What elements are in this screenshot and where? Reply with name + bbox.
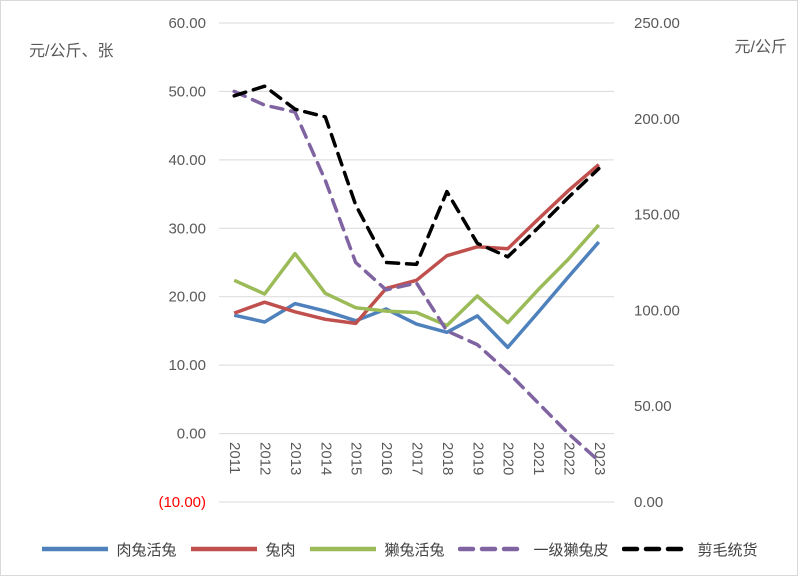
series-line-4 bbox=[232, 84, 601, 267]
x-axis-year-label: 2011 bbox=[226, 442, 243, 474]
left-axis-tick-label: 60.00 bbox=[168, 15, 206, 32]
x-axis-year-label: 2013 bbox=[287, 442, 304, 475]
legend-line-sample bbox=[310, 546, 377, 552]
right-axis-tick-label: 50.00 bbox=[634, 398, 672, 415]
x-axis-year-label: 2021 bbox=[530, 442, 547, 475]
x-axis-year-label: 2016 bbox=[378, 442, 395, 475]
right-axis-tick-label: 100.00 bbox=[634, 302, 680, 319]
legend-label-1: 兔肉 bbox=[265, 541, 296, 559]
legend-line-sample bbox=[621, 546, 692, 552]
x-axis-year-label: 2012 bbox=[257, 442, 274, 475]
legend-item-0: 肉兔活兔 bbox=[40, 539, 176, 560]
series-line-2 bbox=[233, 223, 601, 328]
chart-legend: 肉兔活兔 兔肉 獭兔活兔 一级獭兔皮 剪毛统货 bbox=[1, 533, 797, 565]
legend-line-sample bbox=[191, 546, 258, 552]
x-axis-year-label: 2020 bbox=[500, 442, 517, 475]
right-axis-tick-label: 0.00 bbox=[634, 494, 663, 511]
left-axis-tick-label: (10.00) bbox=[158, 494, 206, 511]
x-axis-year-label: 2015 bbox=[348, 442, 365, 475]
left-axis-tick-label: 10.00 bbox=[168, 357, 206, 374]
legend-label-3: 一级獭兔皮 bbox=[533, 541, 609, 559]
legend-item-4: 剪毛统货 bbox=[621, 539, 758, 560]
right-axis-title: 元/公斤 bbox=[734, 39, 787, 56]
x-axis-year-label: 2022 bbox=[560, 442, 577, 475]
x-axis-year-label: 2014 bbox=[317, 442, 334, 475]
legend-line-sample bbox=[42, 546, 109, 552]
x-axis-year-label: 2018 bbox=[439, 442, 456, 475]
legend-item-3: 一级獭兔皮 bbox=[457, 539, 609, 560]
series-line-3 bbox=[232, 89, 601, 463]
legend-item-1: 兔肉 bbox=[189, 539, 295, 560]
legend-line-sample bbox=[457, 546, 528, 552]
left-axis-tick-label: 30.00 bbox=[168, 220, 206, 237]
series-line-1 bbox=[233, 163, 600, 326]
right-axis-tick-label: 200.00 bbox=[634, 111, 680, 128]
left-axis-tick-label: 0.00 bbox=[177, 426, 206, 443]
legend-label-0: 肉兔活兔 bbox=[116, 541, 177, 559]
x-axis-year-label: 2023 bbox=[591, 442, 608, 475]
left-axis-tick-label: 40.00 bbox=[168, 152, 206, 169]
right-axis-tick-label: 250.00 bbox=[634, 15, 680, 32]
x-axis-year-label: 2017 bbox=[409, 442, 426, 475]
legend-label-2: 獭兔活兔 bbox=[384, 541, 445, 559]
left-axis-title: 元/公斤、张 bbox=[29, 43, 114, 60]
left-axis-tick-label: 50.00 bbox=[168, 83, 206, 100]
legend-label-4: 剪毛统货 bbox=[697, 541, 758, 559]
left-axis-tick-label: 20.00 bbox=[168, 289, 206, 306]
right-axis-tick-label: 150.00 bbox=[634, 207, 680, 224]
x-axis-year-label: 2019 bbox=[469, 442, 486, 475]
legend-item-2: 獭兔活兔 bbox=[308, 539, 445, 560]
line-chart-plot: 60.00 50.00 40.00 30.00 20.00 10.00 0.00 (10.00… bbox=[158, 15, 680, 511]
series-line-0 bbox=[233, 240, 601, 350]
